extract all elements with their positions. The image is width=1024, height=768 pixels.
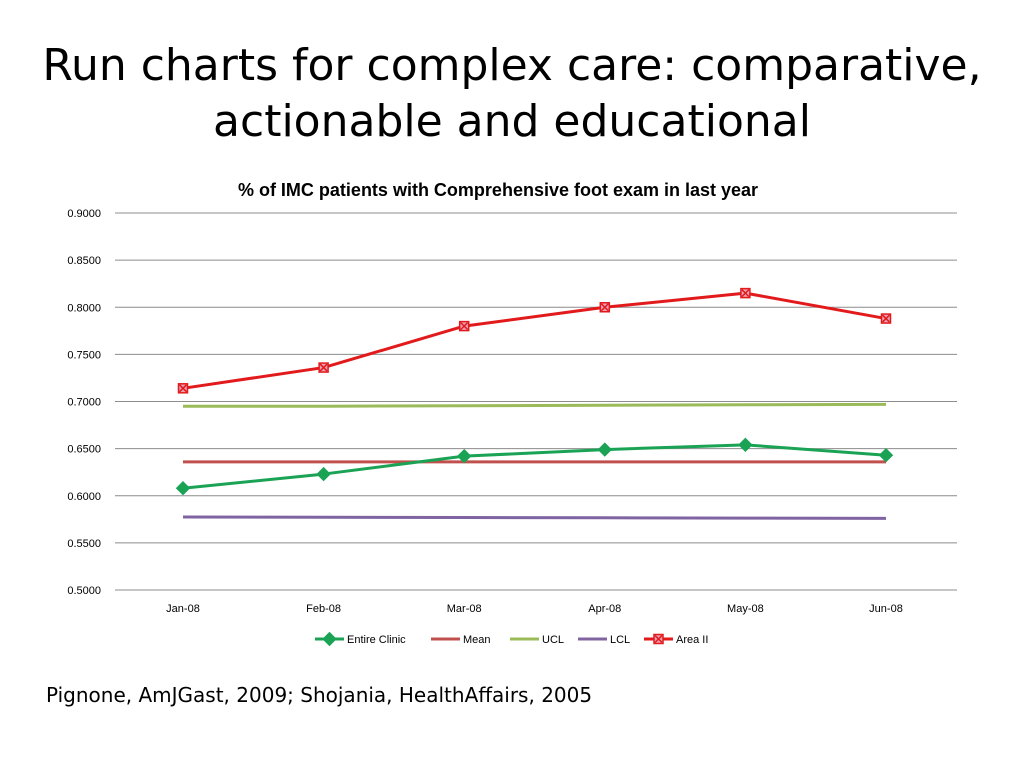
slide-title-line-2: actionable and educational — [213, 96, 811, 147]
y-tick-label: 0.5500 — [67, 538, 101, 550]
data-point-entire-clinic — [597, 442, 613, 457]
y-tick-label: 0.8000 — [67, 302, 101, 314]
legend-label: Area II — [676, 634, 708, 646]
y-tick-label: 0.5000 — [67, 585, 101, 597]
citation: Pignone, AmJGast, 2009; Shojania, Health… — [46, 683, 593, 707]
legend-marker — [653, 633, 664, 645]
legend-item-mean: Mean — [431, 634, 491, 646]
series-line-entire-clinic — [182, 443, 887, 490]
legend: Entire Clinic Mean UCL LCL Area II — [315, 631, 708, 647]
series-line-ucl — [183, 402, 887, 408]
slide-title-line-1: Run charts for complex care: comparative… — [42, 40, 982, 91]
x-tick-label: May-08 — [727, 603, 764, 615]
data-point-area-ii — [740, 287, 751, 299]
x-tick-label: Mar-08 — [447, 603, 482, 615]
gridlines — [115, 212, 957, 591]
legend-label: Mean — [463, 634, 491, 646]
legend-label: Entire Clinic — [347, 634, 406, 646]
legend-item-lcl: LCL — [578, 634, 630, 646]
data-point-area-ii — [599, 302, 611, 313]
series-line-lcl — [182, 515, 887, 520]
legend-marker — [322, 631, 337, 647]
legend-label: LCL — [610, 634, 630, 646]
y-tick-label: 0.7000 — [67, 397, 101, 409]
chart-title: % of IMC patients with Comprehensive foo… — [238, 180, 758, 200]
x-tick-label: Feb-08 — [306, 603, 341, 615]
y-tick-label: 0.8500 — [67, 255, 101, 267]
legend-label: UCL — [542, 634, 564, 646]
series-line-area-ii — [182, 291, 887, 390]
data-point-area-ii — [458, 320, 470, 332]
data-point-entire-clinic — [878, 448, 894, 463]
data-point-entire-clinic — [456, 448, 472, 464]
y-tick-label: 0.7500 — [67, 349, 101, 361]
legend-item-entire-clinic: Entire Clinic — [315, 631, 406, 647]
y-tick-label: 0.6000 — [67, 491, 101, 503]
y-tick-label: 0.9000 — [67, 208, 101, 220]
x-tick-label: Jan-08 — [166, 603, 200, 615]
x-tick-label: Apr-08 — [588, 603, 621, 615]
axes: 0.9000 0.8500 0.8000 0.7500 0.7000 0.6500 0.60… — [67, 208, 957, 615]
data-point-entire-clinic — [175, 481, 191, 496]
x-tick-label: Jun-08 — [869, 603, 903, 615]
data-point-entire-clinic — [316, 466, 331, 482]
data-point-entire-clinic — [738, 437, 753, 453]
slide-title: Run charts for complex care: comparative… — [0, 38, 1024, 150]
legend-item-ucl: UCL — [510, 634, 564, 646]
series-lines — [175, 287, 894, 520]
legend-item-area-ii: Area II — [644, 633, 708, 646]
y-tick-label: 0.6500 — [67, 444, 101, 456]
data-point-area-ii — [318, 362, 329, 373]
data-point-area-ii — [177, 383, 189, 394]
data-point-area-ii — [880, 313, 892, 324]
